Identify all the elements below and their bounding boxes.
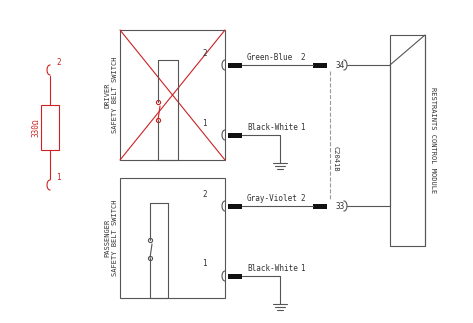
Text: 2: 2	[202, 190, 207, 199]
Bar	[120, 178, 225, 298]
Bar	[313, 203, 327, 209]
Bar	[390, 35, 425, 246]
Text: 2: 2	[56, 57, 61, 67]
Text: 2: 2	[300, 194, 305, 203]
Text: SAFETY BELT SWITCH: SAFETY BELT SWITCH	[112, 57, 118, 133]
Text: DRIVER: DRIVER	[104, 82, 110, 108]
Text: Green-Blue: Green-Blue	[247, 53, 293, 62]
Bar	[228, 203, 242, 209]
Text: C2041B: C2041B	[332, 145, 338, 171]
Text: SAFETY BELT SWITCH: SAFETY BELT SWITCH	[112, 200, 118, 276]
Text: Black-White: Black-White	[247, 264, 298, 273]
Text: Black-White: Black-White	[247, 123, 298, 132]
Text: 2: 2	[300, 53, 305, 62]
Text: 1: 1	[202, 119, 207, 128]
Text: RESTRAINTS CONTROL MODULE: RESTRAINTS CONTROL MODULE	[430, 88, 436, 193]
Text: 2: 2	[202, 48, 207, 57]
Text: 1: 1	[300, 264, 305, 273]
Text: Gray-Violet: Gray-Violet	[247, 194, 298, 203]
Text: 330Ω: 330Ω	[32, 118, 41, 137]
Text: 1: 1	[56, 172, 61, 182]
Bar	[120, 30, 225, 160]
Bar	[228, 62, 242, 68]
Text: 33: 33	[335, 202, 344, 211]
Text: 1: 1	[300, 123, 305, 132]
Bar	[41, 105, 59, 150]
Bar	[313, 62, 327, 68]
Bar	[228, 274, 242, 278]
Text: PASSENGER: PASSENGER	[104, 219, 110, 257]
Text: 34: 34	[335, 60, 344, 69]
Bar	[228, 132, 242, 138]
Text: 1: 1	[202, 259, 207, 268]
